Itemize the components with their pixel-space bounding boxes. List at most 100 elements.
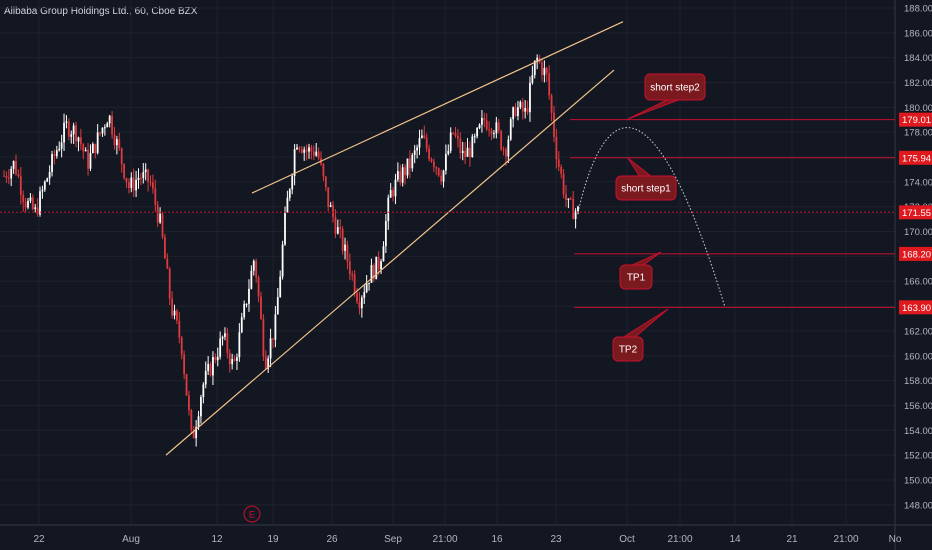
candle: [260, 291, 262, 320]
candle-body: [281, 244, 284, 277]
candle: [476, 127, 479, 139]
candle: [317, 147, 320, 161]
candle: [461, 141, 464, 161]
candle-body: [209, 364, 212, 376]
candle-body: [200, 397, 202, 417]
candle: [569, 196, 572, 201]
candle-body: [202, 384, 205, 398]
x-tick-label: 12: [211, 534, 223, 545]
candle: [334, 209, 337, 238]
candle-body: [43, 181, 46, 190]
candle-body: [238, 332, 241, 358]
y-tick-label: 152.00: [904, 451, 932, 462]
candle-body: [284, 212, 286, 245]
x-tick-label: Oct: [619, 534, 635, 545]
candle-body: [394, 179, 397, 197]
y-tick-label: 158.00: [904, 376, 932, 387]
candle-body: [248, 288, 250, 304]
candle-body: [452, 132, 455, 134]
candle: [152, 174, 154, 194]
candle: [7, 169, 10, 185]
candle: [288, 188, 291, 202]
candle-body: [324, 176, 327, 188]
candle-body: [51, 154, 53, 173]
candle: [526, 100, 529, 115]
candle-body: [507, 139, 510, 157]
candle-body: [127, 182, 130, 189]
candle-body: [123, 163, 125, 178]
candle: [212, 351, 214, 385]
candle-body: [509, 119, 512, 140]
candle-body: [48, 172, 51, 179]
candle: [425, 133, 428, 153]
candle-body: [10, 168, 13, 179]
candle-body: [428, 148, 430, 160]
candle-body: [478, 124, 481, 128]
candle: [394, 173, 397, 205]
candle: [488, 121, 491, 137]
candle: [416, 144, 418, 159]
candle: [293, 144, 296, 186]
candle-body: [396, 171, 399, 180]
candle-body: [447, 150, 450, 154]
candle: [224, 327, 226, 341]
candle: [281, 240, 284, 280]
candle-body: [399, 171, 402, 183]
x-tick-label: No: [889, 534, 902, 545]
candle-body: [327, 187, 330, 207]
candle-body: [296, 147, 298, 150]
candle: [267, 355, 270, 374]
candle: [495, 116, 498, 139]
candle: [221, 335, 224, 346]
candle-body: [55, 150, 58, 157]
candle: [358, 291, 361, 315]
x-tick-label: Sep: [384, 534, 402, 545]
candle-body: [178, 320, 181, 338]
candle: [483, 112, 486, 128]
candle-body: [545, 68, 548, 74]
candle: [48, 165, 51, 185]
event-marker-circle: [243, 505, 261, 523]
candle-body: [58, 148, 61, 151]
candle: [577, 205, 579, 215]
candle: [252, 259, 255, 276]
candle-body: [22, 194, 25, 203]
candle: [459, 132, 462, 159]
candle-body: [257, 277, 260, 297]
candle-body: [392, 190, 394, 197]
candle-body: [382, 246, 385, 262]
candle-body: [226, 333, 229, 353]
candle: [39, 186, 41, 217]
candle: [214, 353, 217, 364]
candle: [125, 177, 128, 189]
candle-body: [135, 179, 137, 191]
candle-body: [91, 143, 94, 153]
candle: [27, 198, 29, 210]
candle-body: [34, 207, 37, 210]
candle-body: [339, 227, 342, 230]
y-tick-label: 148.00: [904, 500, 932, 511]
price-label-text: 171.55: [902, 208, 931, 219]
candle: [447, 144, 450, 156]
x-tick-label: 23: [550, 534, 562, 545]
candle: [562, 169, 565, 199]
candle-body: [164, 237, 166, 259]
candle-body: [15, 161, 17, 175]
candle-body: [216, 356, 219, 361]
candle: [118, 132, 121, 151]
x-tick-label: 21:00: [432, 534, 457, 545]
candle: [240, 312, 243, 334]
price-label-text: 168.20: [902, 249, 931, 260]
candle-body: [505, 149, 507, 157]
candle-body: [360, 297, 363, 309]
candle: [454, 126, 457, 138]
candle-body: [524, 107, 527, 112]
candle: [322, 162, 325, 181]
candle-body: [310, 147, 313, 152]
candle: [519, 100, 522, 110]
candle-body: [267, 358, 270, 369]
callout-tp1: TP1: [619, 251, 662, 290]
candle-body: [485, 120, 488, 130]
candle: [166, 253, 169, 269]
